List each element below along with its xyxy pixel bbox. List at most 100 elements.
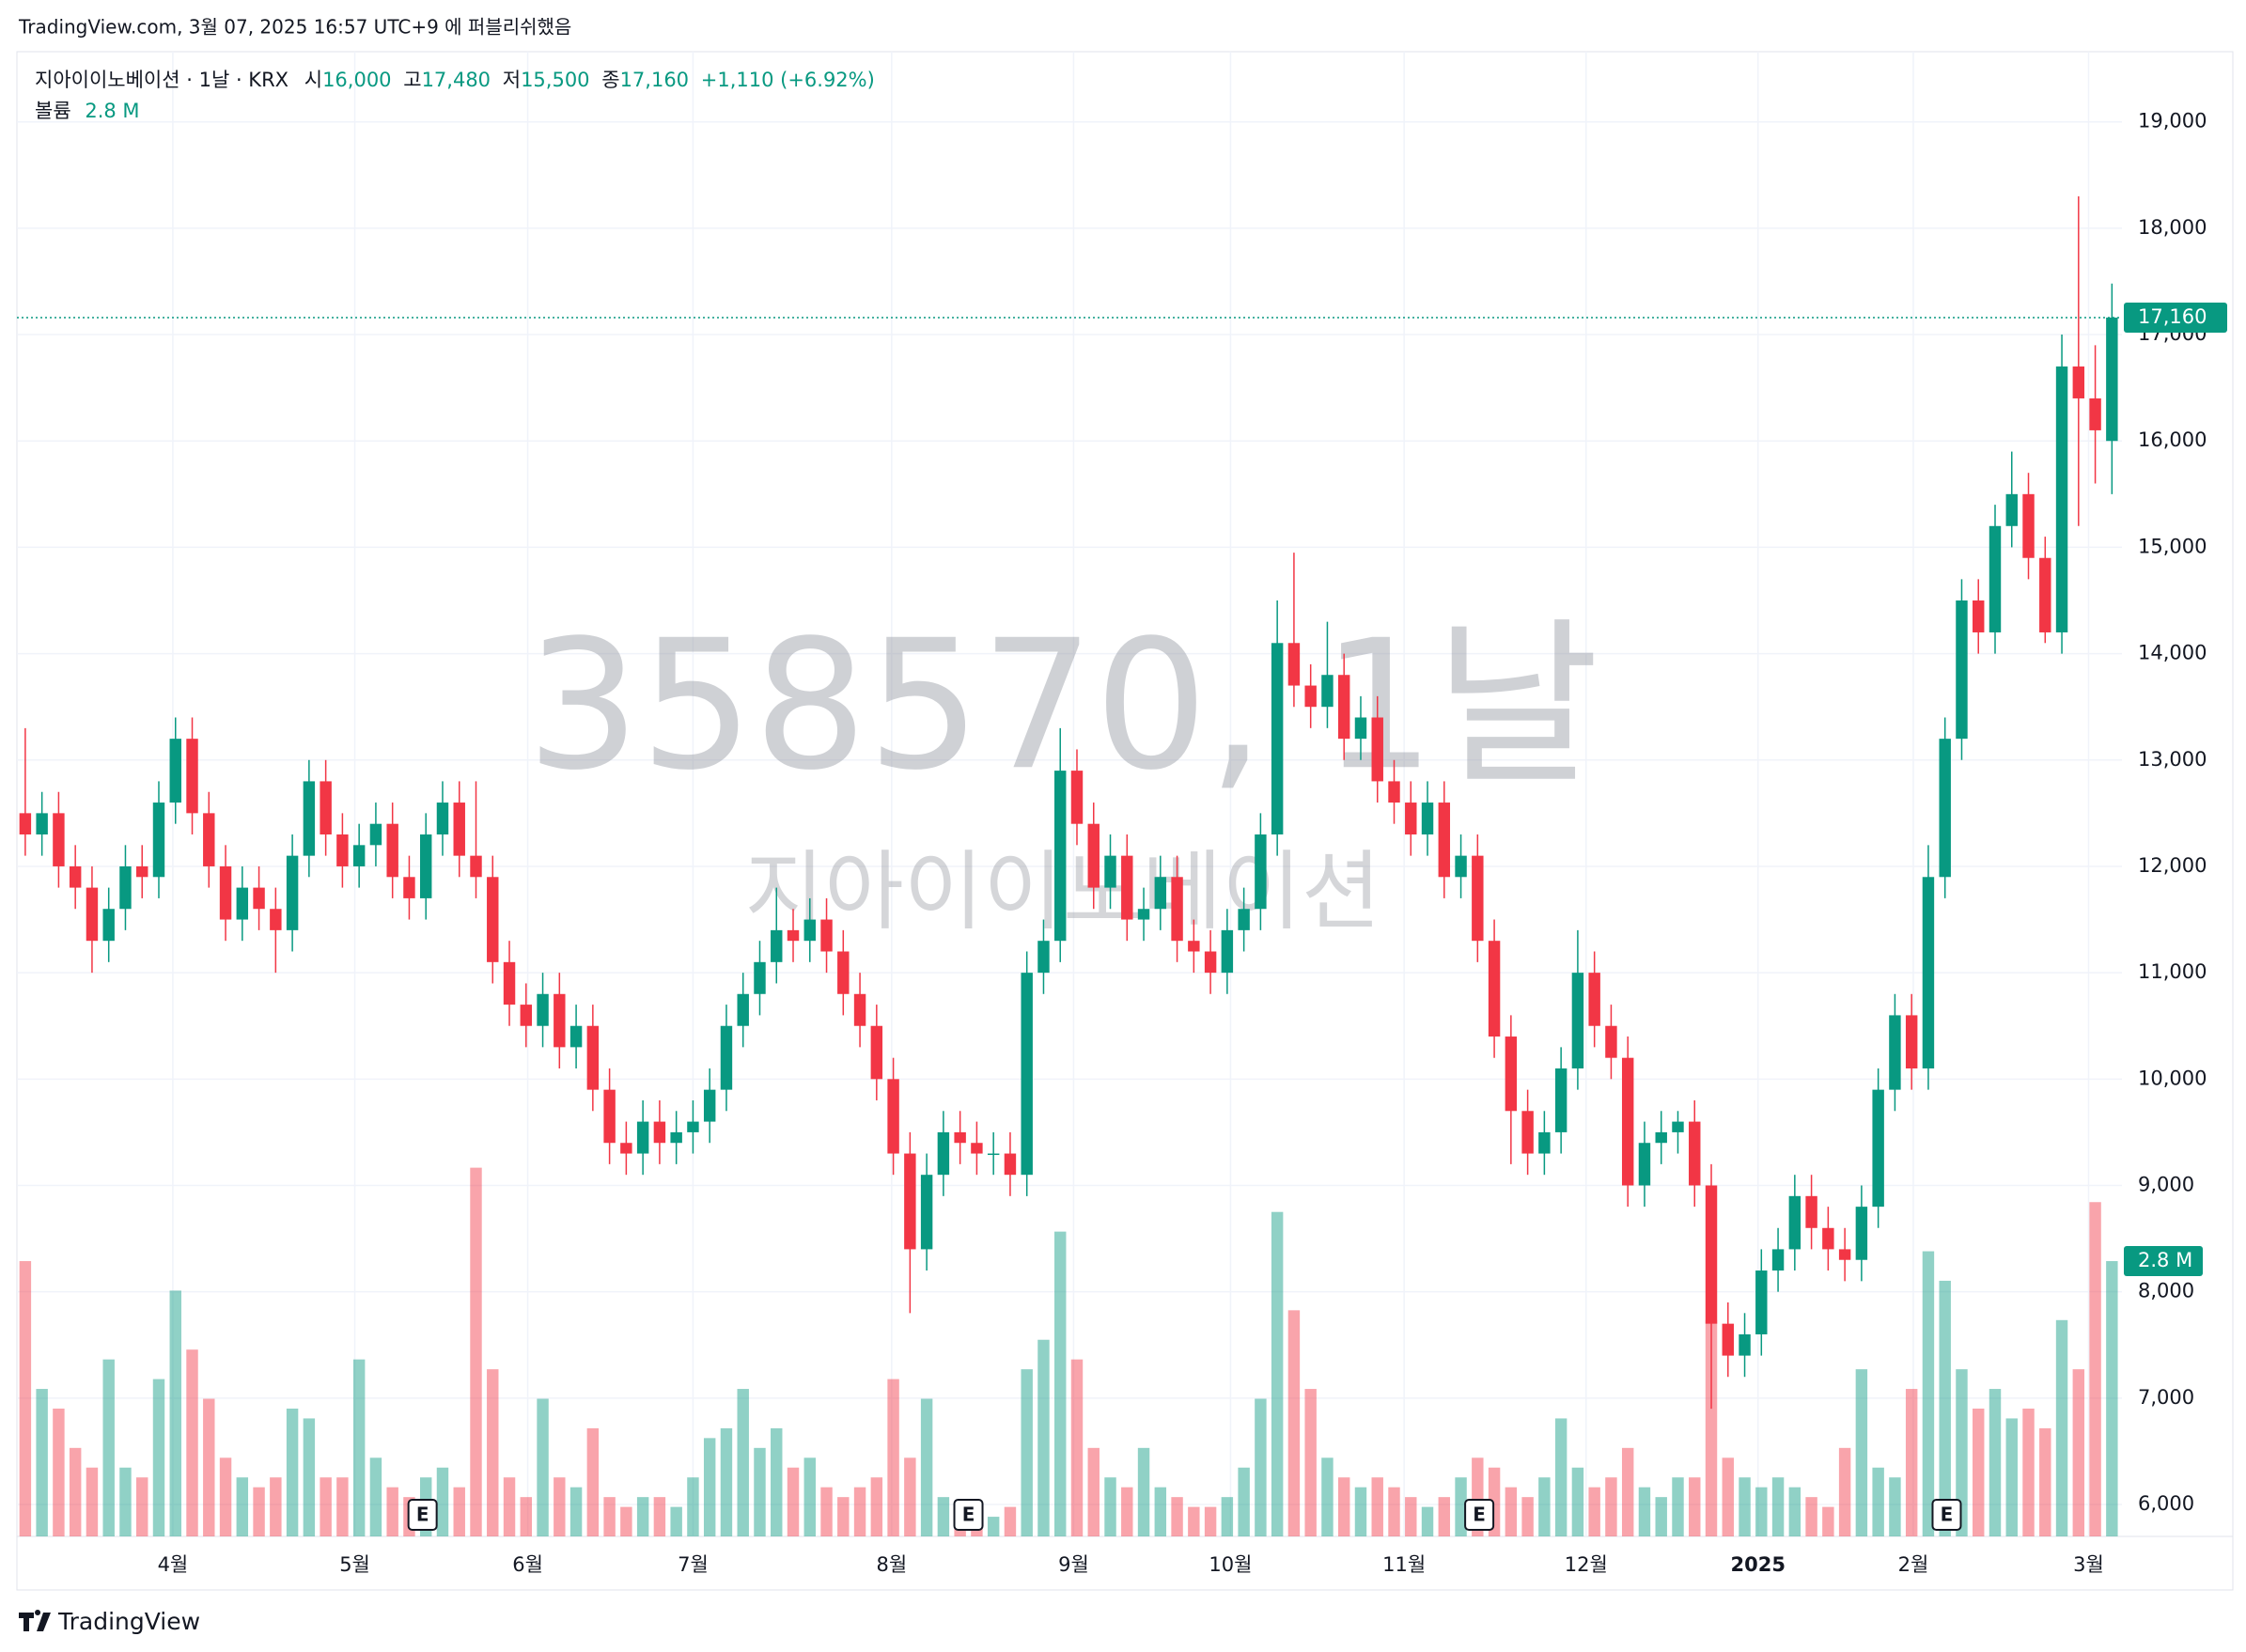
candle-body xyxy=(1672,1121,1684,1132)
candle-body xyxy=(1337,675,1350,740)
volume-bar xyxy=(1739,1477,1751,1536)
volume-bar xyxy=(320,1477,332,1536)
last-volume-tag xyxy=(2124,1246,2203,1277)
volume-bar xyxy=(1588,1487,1600,1536)
candle-body xyxy=(1171,877,1183,942)
event-marker xyxy=(407,1499,438,1531)
candle-body xyxy=(1872,1089,1884,1208)
legend-value: 17,160 xyxy=(620,69,689,91)
volume-bar xyxy=(286,1408,299,1536)
candle-body xyxy=(1004,1153,1017,1176)
candle-body xyxy=(2089,397,2101,430)
volume-bar xyxy=(253,1487,265,1536)
candle-body xyxy=(1104,855,1116,888)
candle-body xyxy=(1271,643,1284,835)
volume-bar xyxy=(1822,1506,1834,1536)
volume-bar xyxy=(1788,1487,1801,1536)
volume-bar xyxy=(620,1506,632,1536)
x-tick-label: 6월 xyxy=(512,1553,543,1576)
y-tick-label: 8,000 xyxy=(2138,1280,2194,1302)
event-label: E xyxy=(1941,1504,1954,1526)
candle-body xyxy=(1805,1195,1817,1228)
candle-body xyxy=(1121,855,1133,920)
candle-body xyxy=(904,1153,916,1250)
candle-body xyxy=(86,887,99,942)
candle-body xyxy=(1455,855,1467,878)
volume-bar xyxy=(586,1427,600,1536)
volume-bar xyxy=(1087,1447,1100,1536)
volume-bar xyxy=(470,1167,482,1536)
volume-bar xyxy=(1221,1497,1234,1536)
volume-bar xyxy=(2022,1408,2035,1536)
candle-body xyxy=(837,951,850,994)
volume-bar xyxy=(1705,1319,1718,1536)
x-tick-label: 4월 xyxy=(158,1553,189,1576)
candle-body xyxy=(920,1175,933,1250)
candle-body xyxy=(1689,1121,1701,1186)
candle-body xyxy=(1054,771,1067,942)
candle-body xyxy=(102,909,115,942)
candle-body xyxy=(1771,1249,1785,1271)
volume-bar xyxy=(1388,1487,1400,1536)
legend-value: 15,500 xyxy=(521,69,589,91)
event-label: E xyxy=(416,1504,429,1526)
candle-body xyxy=(36,813,48,835)
legend-prefix: 고 xyxy=(403,69,421,91)
volume-bar xyxy=(169,1290,181,1536)
volume-legend: 볼륨 2.8 M xyxy=(35,100,140,122)
candle-body xyxy=(870,1025,883,1080)
volume-bar xyxy=(203,1398,215,1536)
candle-body xyxy=(1421,803,1434,835)
candle-body xyxy=(1905,1015,1918,1069)
volume-bar xyxy=(1655,1497,1667,1536)
volume-bar xyxy=(837,1497,850,1536)
candle-body xyxy=(1889,1015,1901,1090)
volume-bar xyxy=(787,1467,800,1536)
candle-body xyxy=(971,1143,983,1154)
candle-body xyxy=(2005,493,2018,526)
candle-body xyxy=(537,993,549,1026)
candle-body xyxy=(352,845,366,866)
grid xyxy=(17,52,2122,1536)
candle-body xyxy=(820,919,833,952)
event-marker xyxy=(1931,1499,1962,1531)
volume-bar xyxy=(2055,1319,2068,1536)
candle-body xyxy=(803,919,816,942)
volume-bar xyxy=(887,1379,899,1536)
candle-body xyxy=(1538,1131,1551,1154)
volume-bar xyxy=(820,1487,833,1536)
candle-body xyxy=(1221,929,1234,974)
y-tick-label: 6,000 xyxy=(2138,1492,2194,1515)
candle-body xyxy=(1037,941,1050,974)
candle-body xyxy=(1922,877,1935,1069)
candle-body xyxy=(119,865,132,910)
candle-body xyxy=(554,993,566,1048)
volume-bar xyxy=(1321,1457,1334,1536)
candle-body xyxy=(2055,366,2068,632)
candle-body xyxy=(136,865,148,878)
y-tick-label: 19,000 xyxy=(2138,110,2207,132)
candle-body xyxy=(1354,717,1367,740)
legend-symbol: 지아이이노베이션 · 1날 · KRX xyxy=(35,69,289,91)
x-tick-label: 9월 xyxy=(1058,1553,1089,1576)
event-label: E xyxy=(1473,1504,1486,1526)
candle-body xyxy=(636,1121,649,1154)
volume-bar xyxy=(1188,1506,1200,1536)
volume-bar xyxy=(503,1477,516,1536)
candle-body xyxy=(1554,1068,1568,1132)
volume-bar xyxy=(1889,1477,1901,1536)
volume-bar xyxy=(136,1477,148,1536)
volume-bar xyxy=(771,1427,783,1536)
event-label: E xyxy=(962,1504,975,1526)
candle-body xyxy=(152,803,165,878)
chart-frame xyxy=(16,51,2234,1591)
candle-body xyxy=(53,813,65,866)
plot xyxy=(19,195,2118,1536)
candle-body xyxy=(603,1089,616,1144)
volume-bar xyxy=(1872,1467,1884,1536)
candle-body xyxy=(303,781,316,856)
volume-bar xyxy=(1838,1447,1851,1536)
candle-body xyxy=(436,803,449,835)
volume-bar xyxy=(803,1457,816,1536)
candle-body xyxy=(203,813,215,866)
